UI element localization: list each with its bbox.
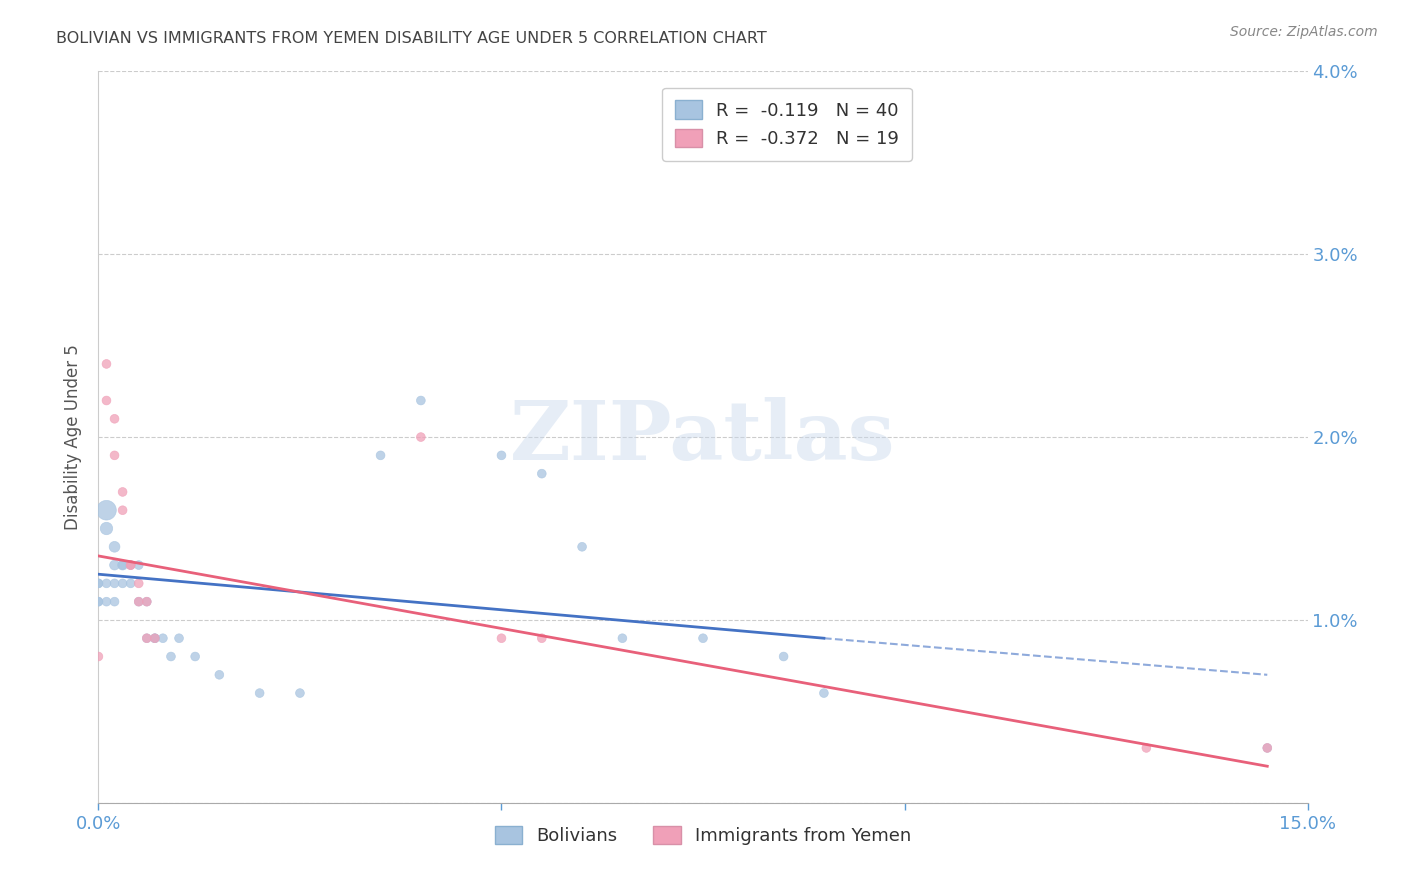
Point xyxy=(135,632,157,646)
Point xyxy=(103,412,125,426)
Point xyxy=(120,558,142,573)
Point xyxy=(96,393,118,408)
Point xyxy=(128,595,150,609)
Point xyxy=(160,649,183,664)
Point xyxy=(87,649,110,664)
Point xyxy=(530,632,553,646)
Point xyxy=(135,595,157,609)
Point xyxy=(409,430,432,444)
Point xyxy=(103,595,125,609)
Point xyxy=(111,503,134,517)
Point xyxy=(87,576,110,591)
Point xyxy=(87,595,110,609)
Point xyxy=(120,558,142,573)
Point xyxy=(692,632,714,646)
Point xyxy=(571,540,593,554)
Point xyxy=(143,632,166,646)
Point xyxy=(87,595,110,609)
Point xyxy=(813,686,835,700)
Point xyxy=(135,595,157,609)
Text: BOLIVIAN VS IMMIGRANTS FROM YEMEN DISABILITY AGE UNDER 5 CORRELATION CHART: BOLIVIAN VS IMMIGRANTS FROM YEMEN DISABI… xyxy=(56,31,768,46)
Point xyxy=(249,686,271,700)
Point xyxy=(370,449,392,463)
Point xyxy=(167,632,190,646)
Text: ZIPatlas: ZIPatlas xyxy=(510,397,896,477)
Point xyxy=(96,595,118,609)
Point xyxy=(111,485,134,500)
Point xyxy=(772,649,794,664)
Point xyxy=(128,558,150,573)
Y-axis label: Disability Age Under 5: Disability Age Under 5 xyxy=(65,344,83,530)
Point xyxy=(103,558,125,573)
Point xyxy=(143,632,166,646)
Point xyxy=(208,667,231,681)
Point xyxy=(103,449,125,463)
Point xyxy=(135,632,157,646)
Point xyxy=(1256,740,1278,755)
Point xyxy=(409,393,432,408)
Point xyxy=(96,357,118,371)
Point xyxy=(152,632,174,646)
Point xyxy=(111,576,134,591)
Point xyxy=(87,576,110,591)
Point xyxy=(120,576,142,591)
Point xyxy=(491,632,513,646)
Point xyxy=(96,576,118,591)
Point xyxy=(143,632,166,646)
Point xyxy=(491,449,513,463)
Point xyxy=(128,576,150,591)
Point xyxy=(128,595,150,609)
Legend: Bolivians, Immigrants from Yemen: Bolivians, Immigrants from Yemen xyxy=(488,819,918,852)
Point xyxy=(103,576,125,591)
Point xyxy=(288,686,311,700)
Point xyxy=(612,632,634,646)
Point xyxy=(111,558,134,573)
Point xyxy=(96,503,118,517)
Point xyxy=(120,558,142,573)
Text: Source: ZipAtlas.com: Source: ZipAtlas.com xyxy=(1230,25,1378,39)
Point xyxy=(530,467,553,481)
Point xyxy=(96,521,118,535)
Point xyxy=(1135,740,1157,755)
Point xyxy=(103,540,125,554)
Point xyxy=(1256,740,1278,755)
Point xyxy=(184,649,207,664)
Point xyxy=(111,558,134,573)
